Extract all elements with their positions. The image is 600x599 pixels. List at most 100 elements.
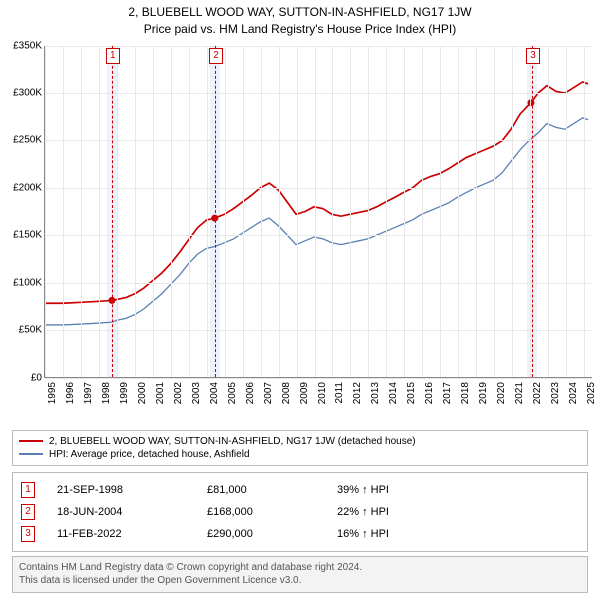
- grid-line-v: [332, 46, 333, 377]
- event-price: £290,000: [207, 528, 337, 540]
- x-tick-label: 2009: [299, 382, 310, 404]
- x-tick-label: 2015: [406, 382, 417, 404]
- grid-line-v: [225, 46, 226, 377]
- x-tick-label: 2007: [263, 382, 274, 404]
- grid-line-h: [45, 283, 592, 284]
- attribution-line-2: This data is licensed under the Open Gov…: [19, 574, 581, 588]
- y-tick-label: £100K: [13, 277, 42, 288]
- grid-line-v: [386, 46, 387, 377]
- y-tick-label: £0: [31, 372, 42, 383]
- event-row: 3 11-FEB-2022£290,00016% ↑ HPI: [21, 523, 579, 545]
- x-tick-label: 2006: [245, 382, 256, 404]
- event-marker-box: 3: [21, 526, 35, 542]
- marker-dash-line: [532, 46, 533, 377]
- grid-line-h: [45, 330, 592, 331]
- event-date: 18-JUN-2004: [57, 506, 207, 518]
- grid-line-v: [207, 46, 208, 377]
- x-tick-label: 2016: [424, 382, 435, 404]
- line-series-svg: [45, 46, 592, 377]
- x-tick-label: 1998: [101, 382, 112, 404]
- grid-line-v: [297, 46, 298, 377]
- grid-line-v: [350, 46, 351, 377]
- title-line-2: Price paid vs. HM Land Registry's House …: [0, 21, 600, 38]
- marker-number-box: 1: [106, 48, 120, 64]
- chart-legend: 2, BLUEBELL WOOD WAY, SUTTON-IN-ASHFIELD…: [12, 430, 588, 466]
- y-axis: £0£50K£100K£150K£200K£250K£300K£350K: [0, 38, 44, 378]
- event-price: £168,000: [207, 506, 337, 518]
- grid-line-v: [404, 46, 405, 377]
- event-diff: 16% ↑ HPI: [337, 528, 579, 540]
- grid-line-h: [45, 140, 592, 141]
- x-tick-label: 2008: [281, 382, 292, 404]
- x-tick-label: 1995: [47, 382, 58, 404]
- event-marker-box: 1: [21, 482, 35, 498]
- event-row: 1 21-SEP-1998£81,00039% ↑ HPI: [21, 479, 579, 501]
- x-tick-label: 2024: [568, 382, 579, 404]
- chart-container: 2, BLUEBELL WOOD WAY, SUTTON-IN-ASHFIELD…: [0, 0, 600, 593]
- grid-line-v: [99, 46, 100, 377]
- marker-number-box: 2: [209, 48, 223, 64]
- marker-dash-line: [112, 46, 113, 377]
- x-tick-label: 2017: [442, 382, 453, 404]
- x-tick-label: 2014: [388, 382, 399, 404]
- grid-line-v: [494, 46, 495, 377]
- grid-line-v: [512, 46, 513, 377]
- y-tick-label: £150K: [13, 230, 42, 241]
- series-line-hpi: [45, 117, 588, 324]
- events-table: 121-SEP-1998£81,00039% ↑ HPI218-JUN-2004…: [12, 472, 588, 552]
- grid-line-v: [548, 46, 549, 377]
- x-tick-label: 2002: [173, 382, 184, 404]
- y-tick-label: £50K: [19, 325, 42, 336]
- grid-line-v: [243, 46, 244, 377]
- x-tick-label: 2020: [496, 382, 507, 404]
- event-date: 21-SEP-1998: [57, 484, 207, 496]
- grid-line-v: [189, 46, 190, 377]
- event-price: £81,000: [207, 484, 337, 496]
- legend-label: HPI: Average price, detached house, Ashf…: [49, 449, 250, 460]
- grid-line-v: [81, 46, 82, 377]
- x-tick-label: 2013: [370, 382, 381, 404]
- legend-row: 2, BLUEBELL WOOD WAY, SUTTON-IN-ASHFIELD…: [19, 435, 581, 448]
- x-tick-label: 1999: [119, 382, 130, 404]
- grid-line-v: [368, 46, 369, 377]
- grid-line-h: [45, 93, 592, 94]
- x-tick-label: 2019: [478, 382, 489, 404]
- x-axis: 1995199619971998199920002001200220032004…: [44, 378, 592, 428]
- x-tick-label: 2001: [155, 382, 166, 404]
- x-tick-label: 2000: [137, 382, 148, 404]
- series-line-property: [45, 81, 588, 302]
- grid-line-v: [458, 46, 459, 377]
- marker-number-box: 3: [526, 48, 540, 64]
- x-tick-label: 2025: [586, 382, 597, 404]
- x-tick-label: 2023: [550, 382, 561, 404]
- x-tick-label: 2018: [460, 382, 471, 404]
- event-diff: 39% ↑ HPI: [337, 484, 579, 496]
- legend-row: HPI: Average price, detached house, Ashf…: [19, 448, 581, 461]
- grid-line-v: [422, 46, 423, 377]
- attribution-line-1: Contains HM Land Registry data © Crown c…: [19, 561, 581, 575]
- grid-line-v: [261, 46, 262, 377]
- grid-line-h: [45, 235, 592, 236]
- x-tick-label: 2022: [532, 382, 543, 404]
- x-tick-label: 2021: [514, 382, 525, 404]
- attribution-box: Contains HM Land Registry data © Crown c…: [12, 556, 588, 593]
- grid-line-h: [45, 188, 592, 189]
- grid-line-v: [63, 46, 64, 377]
- grid-line-v: [315, 46, 316, 377]
- x-tick-label: 1997: [83, 382, 94, 404]
- grid-line-v: [153, 46, 154, 377]
- x-tick-label: 2003: [191, 382, 202, 404]
- x-tick-label: 2012: [352, 382, 363, 404]
- x-tick-label: 1996: [65, 382, 76, 404]
- x-tick-label: 2010: [317, 382, 328, 404]
- legend-label: 2, BLUEBELL WOOD WAY, SUTTON-IN-ASHFIELD…: [49, 436, 416, 447]
- event-diff: 22% ↑ HPI: [337, 506, 579, 518]
- y-tick-label: £200K: [13, 182, 42, 193]
- event-date: 11-FEB-2022: [57, 528, 207, 540]
- legend-swatch: [19, 440, 43, 442]
- title-block: 2, BLUEBELL WOOD WAY, SUTTON-IN-ASHFIELD…: [0, 0, 600, 38]
- grid-line-v: [440, 46, 441, 377]
- plot-area: 1 2 3: [44, 46, 592, 378]
- grid-line-v: [279, 46, 280, 377]
- grid-line-v: [117, 46, 118, 377]
